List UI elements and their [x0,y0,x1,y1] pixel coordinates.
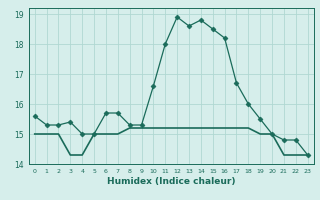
X-axis label: Humidex (Indice chaleur): Humidex (Indice chaleur) [107,177,236,186]
